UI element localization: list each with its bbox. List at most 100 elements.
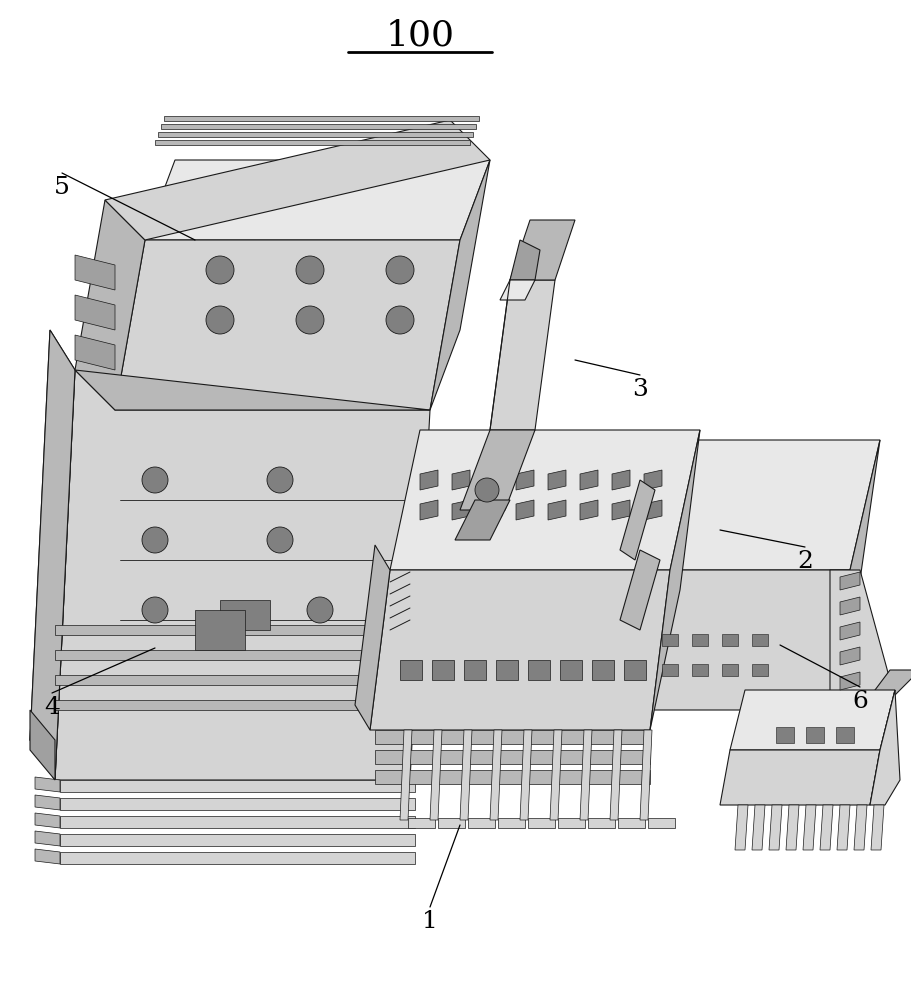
Polygon shape bbox=[484, 500, 501, 520]
Polygon shape bbox=[75, 200, 145, 410]
Polygon shape bbox=[829, 440, 879, 710]
Polygon shape bbox=[648, 818, 674, 828]
Polygon shape bbox=[752, 664, 767, 676]
Polygon shape bbox=[105, 120, 489, 240]
Polygon shape bbox=[496, 660, 517, 680]
Polygon shape bbox=[558, 818, 584, 828]
Polygon shape bbox=[618, 818, 644, 828]
Polygon shape bbox=[859, 670, 911, 710]
Polygon shape bbox=[650, 440, 879, 570]
Polygon shape bbox=[527, 818, 555, 828]
Polygon shape bbox=[775, 727, 793, 743]
Polygon shape bbox=[55, 625, 410, 635]
Polygon shape bbox=[640, 730, 651, 820]
Polygon shape bbox=[661, 634, 677, 646]
Circle shape bbox=[475, 478, 498, 502]
Polygon shape bbox=[115, 240, 459, 410]
Text: 100: 100 bbox=[385, 18, 454, 52]
Circle shape bbox=[206, 256, 234, 284]
Text: 6: 6 bbox=[851, 690, 867, 714]
Polygon shape bbox=[75, 370, 429, 410]
Polygon shape bbox=[459, 430, 535, 510]
Polygon shape bbox=[619, 550, 660, 630]
Polygon shape bbox=[527, 660, 549, 680]
Polygon shape bbox=[374, 770, 650, 784]
Polygon shape bbox=[853, 805, 866, 850]
Polygon shape bbox=[829, 570, 889, 710]
Polygon shape bbox=[374, 730, 650, 744]
Polygon shape bbox=[643, 500, 661, 520]
Polygon shape bbox=[691, 664, 707, 676]
Polygon shape bbox=[35, 777, 60, 792]
Polygon shape bbox=[734, 805, 747, 850]
Polygon shape bbox=[839, 622, 859, 640]
Text: 1: 1 bbox=[422, 910, 437, 934]
Circle shape bbox=[296, 256, 323, 284]
Polygon shape bbox=[752, 634, 767, 646]
Polygon shape bbox=[548, 470, 566, 490]
Polygon shape bbox=[805, 727, 824, 743]
Polygon shape bbox=[869, 690, 899, 805]
Circle shape bbox=[385, 256, 414, 284]
Circle shape bbox=[142, 597, 168, 623]
Polygon shape bbox=[161, 124, 476, 129]
Polygon shape bbox=[420, 500, 437, 520]
Polygon shape bbox=[30, 330, 75, 780]
Polygon shape bbox=[611, 470, 630, 490]
Polygon shape bbox=[55, 650, 410, 660]
Polygon shape bbox=[452, 500, 469, 520]
Text: 5: 5 bbox=[54, 176, 70, 200]
Polygon shape bbox=[75, 335, 115, 370]
Polygon shape bbox=[579, 500, 598, 520]
Polygon shape bbox=[55, 675, 410, 685]
Polygon shape bbox=[55, 370, 429, 780]
Polygon shape bbox=[407, 818, 435, 828]
Circle shape bbox=[296, 306, 323, 334]
Polygon shape bbox=[437, 818, 465, 828]
Polygon shape bbox=[869, 690, 894, 805]
Polygon shape bbox=[429, 730, 442, 820]
Polygon shape bbox=[839, 572, 859, 590]
Polygon shape bbox=[643, 470, 661, 490]
Polygon shape bbox=[60, 852, 415, 864]
Polygon shape bbox=[870, 805, 883, 850]
Polygon shape bbox=[467, 818, 495, 828]
Polygon shape bbox=[220, 600, 270, 630]
Circle shape bbox=[206, 306, 234, 334]
Polygon shape bbox=[30, 330, 75, 780]
Polygon shape bbox=[497, 818, 525, 828]
Polygon shape bbox=[155, 140, 469, 145]
Polygon shape bbox=[839, 672, 859, 690]
Polygon shape bbox=[836, 805, 849, 850]
Polygon shape bbox=[802, 805, 815, 850]
Polygon shape bbox=[752, 805, 764, 850]
Polygon shape bbox=[370, 570, 670, 730]
Polygon shape bbox=[390, 430, 700, 570]
Polygon shape bbox=[619, 480, 654, 560]
Polygon shape bbox=[549, 730, 561, 820]
Circle shape bbox=[267, 527, 292, 553]
Polygon shape bbox=[548, 500, 566, 520]
Polygon shape bbox=[509, 220, 574, 280]
Polygon shape bbox=[623, 660, 645, 680]
Polygon shape bbox=[835, 727, 853, 743]
Polygon shape bbox=[400, 730, 412, 820]
Polygon shape bbox=[839, 597, 859, 615]
Polygon shape bbox=[459, 730, 472, 820]
Text: 3: 3 bbox=[631, 378, 647, 401]
Polygon shape bbox=[158, 132, 473, 137]
Polygon shape bbox=[819, 805, 832, 850]
Polygon shape bbox=[145, 160, 489, 240]
Polygon shape bbox=[729, 690, 894, 750]
Polygon shape bbox=[420, 470, 437, 490]
Polygon shape bbox=[609, 730, 621, 820]
Polygon shape bbox=[55, 700, 410, 710]
Polygon shape bbox=[588, 818, 614, 828]
Polygon shape bbox=[452, 470, 469, 490]
Polygon shape bbox=[35, 831, 60, 846]
Polygon shape bbox=[75, 255, 115, 290]
Polygon shape bbox=[722, 664, 737, 676]
Polygon shape bbox=[509, 240, 539, 280]
Circle shape bbox=[307, 597, 333, 623]
Polygon shape bbox=[60, 798, 415, 810]
